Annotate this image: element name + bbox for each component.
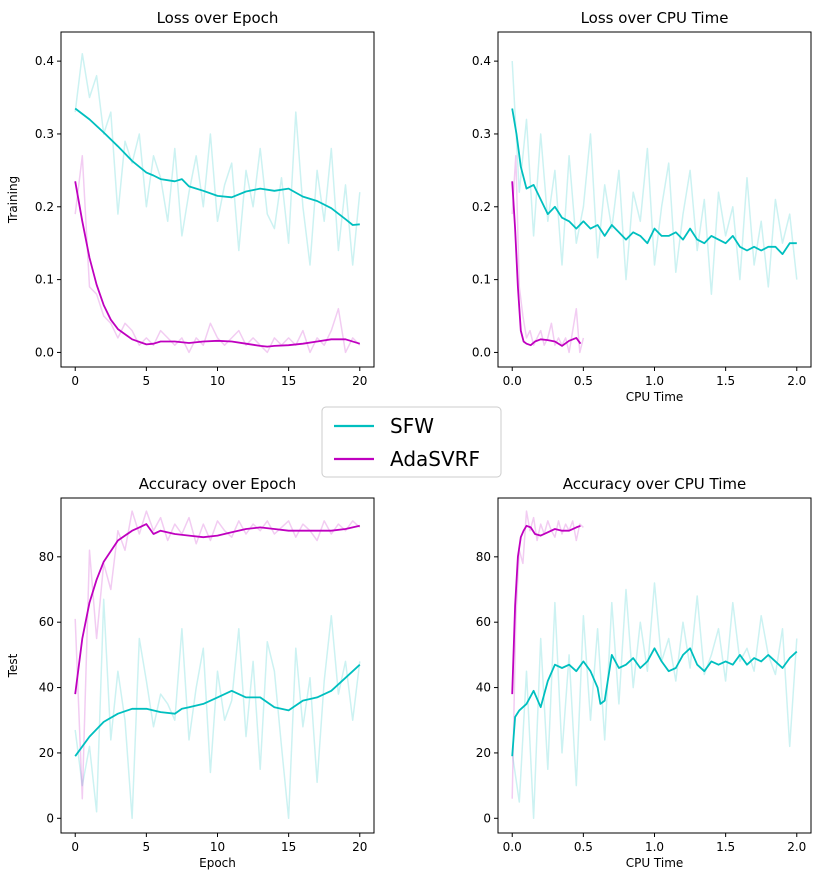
x-axis-label: CPU Time: [626, 390, 684, 404]
y-tick-label: 20: [476, 746, 491, 760]
chart-panel-3: 0 5 10 15 20 0 20 40 60 80 Accuracy over Epoch Epoc…: [6, 475, 375, 870]
x-tick-label: 10: [210, 840, 225, 854]
adasvrf-raw-line: [74, 155, 361, 354]
sfw-smoothed-line: [74, 664, 361, 757]
chart-panel-1: 0 5 10 15 20 0.0 0.1 0.2 0.3 0.4 Loss over Epoch Tr…: [6, 9, 375, 388]
y-tick-label: 80: [476, 550, 491, 564]
sfw-raw-line: [511, 61, 798, 295]
sfw-smoothed-line: [511, 108, 797, 256]
chart-title: Accuracy over Epoch: [139, 475, 296, 493]
y-tick-label: 0.0: [472, 345, 491, 359]
x-tick-label: 2.0: [787, 374, 806, 388]
adasvrf-smoothed-line: [511, 524, 581, 695]
y-tick-label: 0.2: [35, 200, 54, 214]
y-tick-label: 40: [476, 681, 491, 695]
sfw-smoothed-line: [511, 647, 798, 757]
legend: SFW AdaSVRF: [321, 406, 502, 478]
adasvrf-raw-line: [511, 510, 584, 799]
x-tick-label: 1.5: [716, 840, 735, 854]
legend-label: SFW: [390, 414, 434, 438]
y-tick-label: 60: [476, 615, 491, 629]
y-tick-label: 0: [483, 811, 491, 825]
y-tick-label: 0.0: [35, 345, 54, 359]
y-tick-label: 0.1: [472, 273, 491, 287]
x-tick-label: 0.0: [503, 374, 522, 388]
sfw-raw-line: [74, 53, 361, 266]
adasvrf-smoothed-line: [74, 181, 361, 348]
y-axis-label: Training: [6, 176, 20, 224]
x-axis-label: CPU Time: [626, 856, 684, 870]
y-tick-label: 0: [46, 811, 54, 825]
x-tick-label: 5: [143, 374, 151, 388]
x-tick-label: 15: [281, 374, 296, 388]
x-tick-label: 0.5: [574, 840, 593, 854]
x-tick-label: 2.0: [787, 840, 806, 854]
axes-frame: [60, 497, 375, 834]
adasvrf-raw-line: [74, 510, 361, 800]
chart-title: Accuracy over CPU Time: [563, 475, 746, 493]
x-tick-label: 5: [143, 840, 151, 854]
y-tick-label: 40: [39, 681, 54, 695]
x-tick-label: 1.0: [645, 374, 664, 388]
y-tick-label: 0.3: [472, 127, 491, 141]
y-tick-label: 0.1: [35, 273, 54, 287]
chart-title: Loss over Epoch: [157, 9, 279, 27]
sfw-smoothed-line: [74, 107, 360, 226]
x-tick-label: 10: [210, 374, 225, 388]
x-tick-label: 0.0: [503, 840, 522, 854]
chart-panel-2: 0.0 0.5 1.0 1.5 2.0 0.0 0.1 0.2 0.3 0.4 Loss over …: [472, 9, 812, 404]
x-tick-label: 15: [281, 840, 296, 854]
x-tick-label: 1.0: [645, 840, 664, 854]
y-tick-label: 0.4: [472, 54, 491, 68]
chart-title: Loss over CPU Time: [581, 9, 729, 27]
x-axis-label: Epoch: [199, 856, 236, 870]
adasvrf-smoothed-line: [74, 523, 360, 695]
adasvrf-raw-line: [511, 155, 585, 354]
x-tick-label: 20: [352, 374, 367, 388]
y-tick-label: 0.4: [35, 54, 54, 68]
y-tick-label: 60: [39, 615, 54, 629]
y-tick-label: 0.2: [472, 200, 491, 214]
sfw-raw-line: [74, 598, 361, 820]
x-tick-label: 0: [71, 374, 79, 388]
y-tick-label: 0.3: [35, 127, 54, 141]
adasvrf-smoothed-line: [511, 181, 582, 347]
legend-label: AdaSVRF: [390, 447, 480, 471]
y-tick-label: 80: [39, 550, 54, 564]
x-tick-label: 20: [352, 840, 367, 854]
axes-frame: [497, 497, 812, 834]
chart-panel-4: 0.0 0.5 1.0 1.5 2.0 0 20 40 60 80 Accuracy over CP…: [476, 475, 812, 870]
x-tick-label: 0.5: [574, 374, 593, 388]
x-tick-label: 1.5: [716, 374, 735, 388]
y-tick-label: 20: [39, 746, 54, 760]
axes-frame: [497, 31, 812, 368]
y-axis-label: Test: [6, 653, 20, 678]
x-tick-label: 0: [71, 840, 79, 854]
sfw-raw-line: [511, 582, 798, 820]
